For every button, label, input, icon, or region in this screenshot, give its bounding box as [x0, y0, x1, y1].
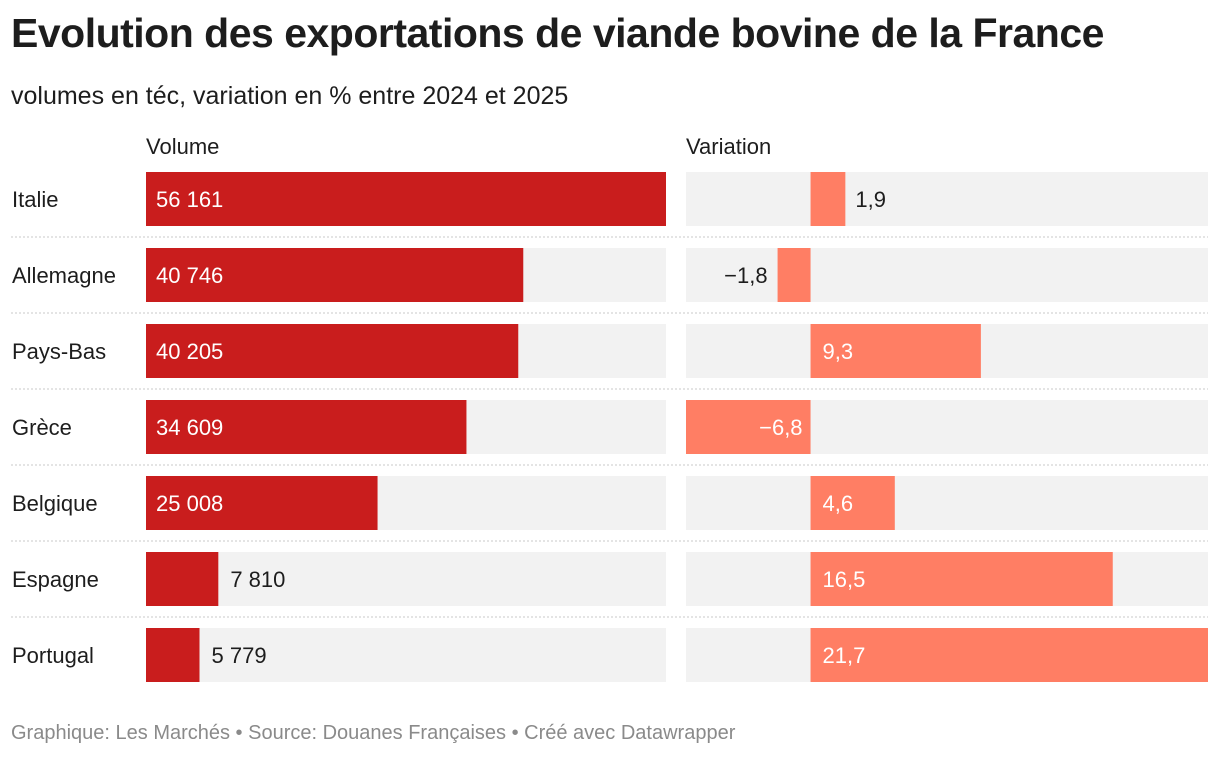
variation-value-label: −6,8: [759, 415, 802, 440]
volume-value-label: 25 008: [156, 491, 223, 516]
variation-bar: [810, 552, 1113, 606]
variation-value-label: −1,8: [724, 263, 767, 288]
variation-bar: [686, 400, 811, 454]
volume-value-label: 7 810: [230, 567, 285, 592]
volume-track: [146, 628, 666, 682]
volume-value-label: 56 161: [156, 187, 223, 212]
volume-column-header: Volume: [146, 134, 220, 159]
volume-value-label: 34 609: [156, 415, 223, 440]
volume-track: [146, 552, 666, 606]
category-label: Espagne: [12, 567, 99, 592]
chart-footer: Graphique: Les Marchés • Source: Douanes…: [11, 722, 736, 744]
volume-bar: [146, 400, 467, 454]
category-label: Belgique: [12, 491, 98, 516]
variation-bar: [810, 476, 895, 530]
volume-bar: [146, 248, 524, 302]
volume-value-label: 40 746: [156, 263, 223, 288]
variation-value-label: 4,6: [823, 491, 854, 516]
volume-bar: [146, 628, 200, 682]
variation-column-header: Variation: [686, 134, 772, 159]
chart-subtitle: volumes en téc, variation en % entre 202…: [11, 82, 569, 110]
variation-bar: [777, 248, 811, 302]
variation-track: [686, 248, 1208, 302]
variation-value-label: 21,7: [823, 643, 866, 668]
variation-value-label: 1,9: [855, 187, 886, 212]
volume-value-label: 40 205: [156, 339, 223, 364]
category-label: Italie: [12, 187, 58, 212]
chart-title: Evolution des exportations de viande bov…: [11, 10, 1104, 56]
volume-bar: [146, 172, 666, 226]
volume-bar: [146, 324, 519, 378]
volume-bar: [146, 552, 219, 606]
variation-track: [686, 476, 1208, 530]
variation-value-label: 9,3: [823, 339, 854, 364]
variation-bar: [810, 172, 846, 226]
category-label: Allemagne: [12, 263, 116, 288]
variation-track: [686, 172, 1208, 226]
variation-bar: [810, 628, 1208, 682]
category-label: Pays-Bas: [12, 339, 106, 364]
variation-bar: [810, 324, 981, 378]
category-label: Grèce: [12, 415, 72, 440]
volume-bar: [146, 476, 378, 530]
volume-value-label: 5 779: [212, 643, 267, 668]
variation-value-label: 16,5: [823, 567, 866, 592]
category-label: Portugal: [12, 643, 94, 668]
